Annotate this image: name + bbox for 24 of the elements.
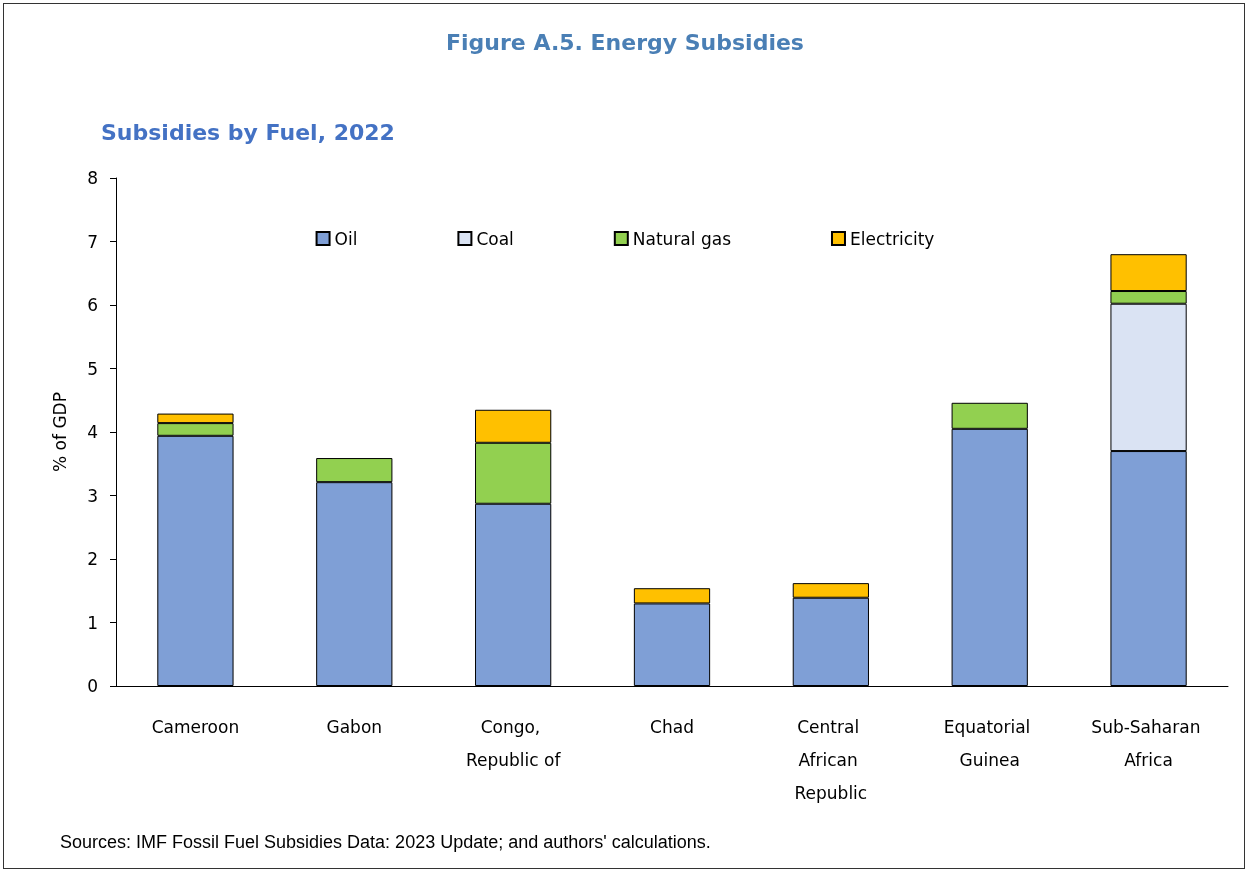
source-note: Sources: IMF Fossil Fuel Subsidies Data: 2023 Update; and authors' calculations. (60, 832, 711, 852)
chart-subtitle: Subsidies by Fuel, 2022 (101, 119, 395, 145)
x-tick-label: Gabon (326, 716, 383, 737)
x-tick-label: Chad (650, 716, 694, 737)
x-tick-label: Sub-Saharan Africa (1091, 716, 1206, 770)
x-tick-label: Cameroon (151, 716, 240, 737)
legend-label: Coal (476, 228, 514, 249)
y-tick-label: 4 (87, 422, 98, 442)
x-tick-label: Central African Republic (794, 716, 868, 803)
y-tick-label: 1 (87, 612, 98, 633)
y-tick-label: 6 (87, 295, 98, 315)
legend-label: Natural gas (632, 228, 732, 249)
legend-label: Oil (334, 228, 358, 249)
x-tick-label: Congo, Republic of (465, 716, 562, 770)
y-tick-label: 2 (87, 549, 98, 569)
y-tick-label: 7 (87, 231, 98, 252)
y-tick-label: 3 (87, 485, 98, 506)
chart-title: Figure A.5. Energy Subsidies (446, 29, 804, 55)
y-tick-label: 8 (87, 168, 98, 188)
y-tick-label: 5 (87, 358, 98, 379)
y-tick-label: 0 (87, 676, 98, 696)
legend-label: Electricity (849, 228, 935, 249)
y-axis-title: % of GDP (49, 392, 70, 472)
x-tick-label: Equatorial Guinea (943, 716, 1036, 770)
